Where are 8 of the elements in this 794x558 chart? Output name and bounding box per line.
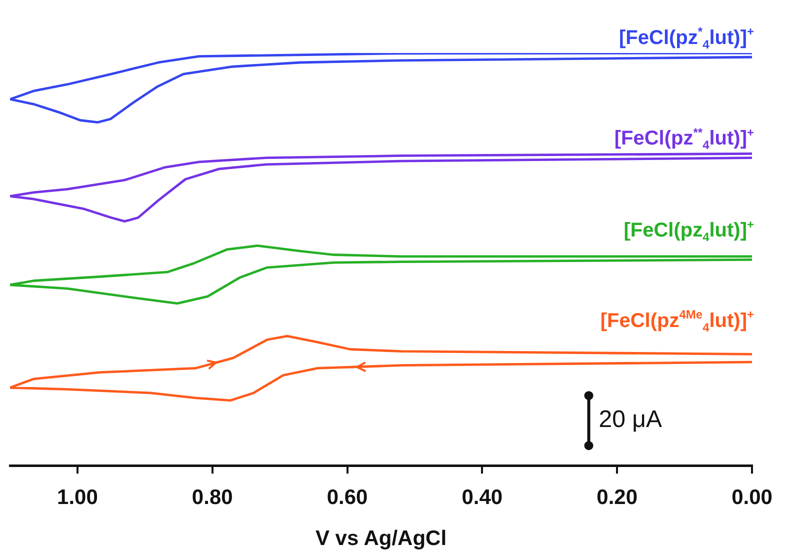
x-tick-label: 0.80 [192,486,233,509]
x-tick-label: 1.00 [57,486,98,509]
x-axis-title: V vs Ag/AgCl [315,527,447,550]
x-tick-label: 0.00 [732,486,772,509]
x-tick-label: 0.60 [326,486,368,509]
x-tick-label: 0.20 [596,486,638,509]
x-tick-label: 0.40 [462,486,503,509]
annotation: 20 μA [598,406,662,434]
